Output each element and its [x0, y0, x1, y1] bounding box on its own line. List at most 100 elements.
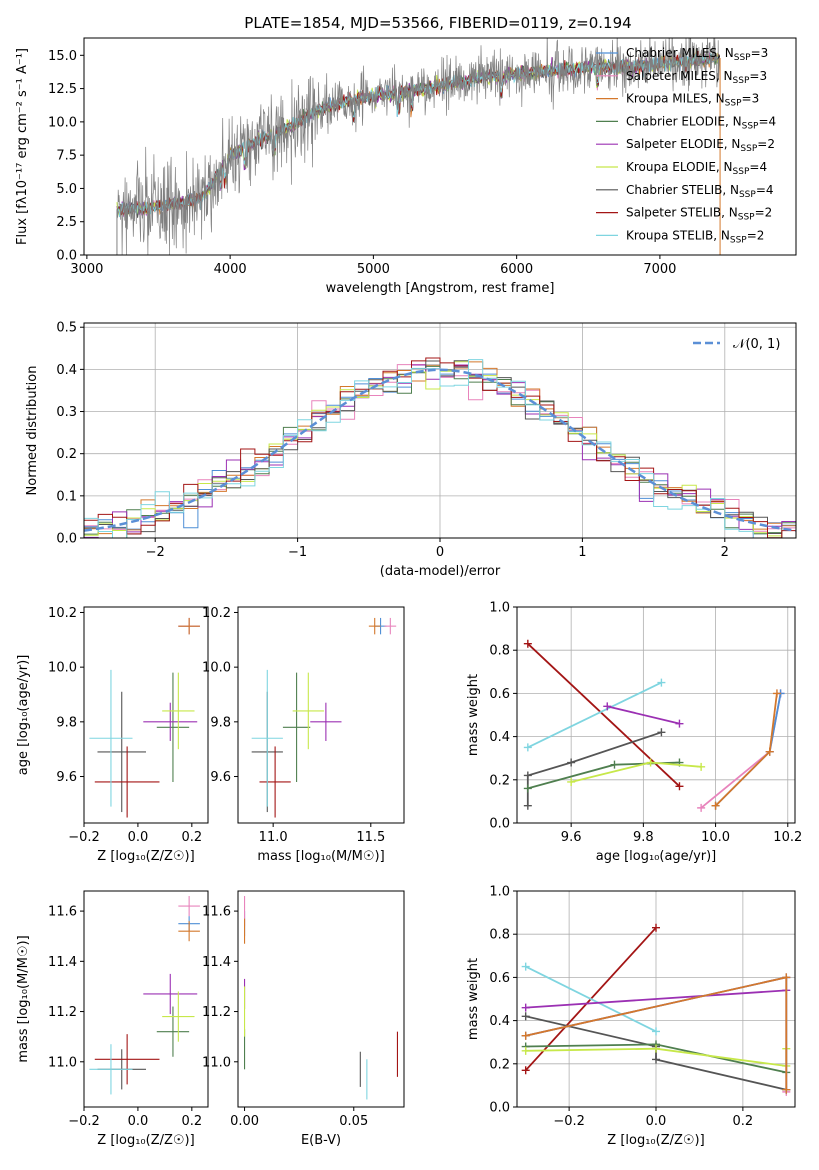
series-marker	[523, 743, 532, 752]
y-tick-label: 7.5	[56, 149, 77, 164]
x-axis-label: wavelength [Angstrom, rest frame]	[326, 281, 555, 296]
errorbar-point	[178, 896, 200, 917]
y-tick-label: 1.0	[489, 601, 510, 616]
y-axis-label: mass [log₁₀(M/M☉)]	[16, 935, 31, 1062]
y-tick-label: 15.0	[48, 49, 77, 64]
mass-Z-axes: −0.2 0.0 0.2 11.0 11.2 11.4 11.6 Z [log₁₀(Z/Z☉)…	[16, 905, 202, 1148]
series-marker	[657, 728, 666, 737]
age-mass-axes: 11.0 11.5 9.6 9.8 10.0 10.2 mass [log₁₀(M/M☉)]	[202, 606, 385, 864]
series-marker	[523, 639, 532, 648]
series-marker	[772, 689, 781, 698]
errorbar-point	[143, 973, 198, 1015]
x-tick-label: 5000	[357, 262, 390, 277]
errorbar-point	[259, 746, 291, 818]
legend-entry: Chabrier STELIB, NSSP=4	[626, 183, 774, 200]
mass-ebv-frame	[237, 890, 405, 1108]
x-tick-label: 0.0	[128, 1114, 149, 1129]
x-tick-label: 11.0	[259, 830, 288, 845]
series-marker	[652, 923, 660, 932]
y-tick-label: 0.2	[489, 1057, 510, 1072]
series-line	[570, 761, 702, 783]
spectrum-legend: Chabrier MILES, NSSP=3 Salpeter MILES, NS…	[596, 46, 776, 245]
x-tick-label: 2	[721, 545, 729, 560]
x-tick-label: 1	[578, 545, 586, 560]
x-tick-label: 0.0	[128, 830, 149, 845]
series-marker	[523, 801, 532, 810]
y-tick-label: 11.2	[48, 1005, 77, 1020]
errorbar-point	[310, 702, 342, 741]
y-tick-label: 9.8	[210, 715, 231, 730]
series-line	[527, 761, 680, 790]
x-axis-label: mass [log₁₀(M/M☉)]	[257, 849, 384, 864]
age-Z-frame	[83, 606, 209, 824]
mass-Z-frame	[83, 890, 209, 1108]
series-marker	[521, 1046, 530, 1055]
y-tick-label: 0.4	[489, 1014, 510, 1029]
y-tick-label: 0.0	[489, 817, 510, 832]
y-tick-label: 10.0	[48, 115, 77, 130]
legend-entry: Chabrier MILES, NSSP=3	[626, 46, 768, 63]
y-tick-label: 11.0	[48, 1055, 77, 1070]
errorbar-point	[178, 617, 200, 635]
errorbar-point	[156, 672, 190, 782]
spectrum-frame	[83, 37, 797, 256]
y-axis-label: mass weight	[466, 958, 481, 1040]
errorbar-point	[97, 691, 146, 813]
legend-entry: Salpeter MILES, NSSP=3	[626, 69, 767, 86]
residuals-frame	[83, 322, 797, 539]
x-tick-label: 0.00	[230, 1114, 259, 1129]
gaussian-legend-label: 𝒩(0, 1)	[733, 337, 780, 352]
series-marker	[652, 1027, 660, 1036]
y-tick-label: 0.4	[56, 363, 77, 378]
series-line	[525, 989, 787, 1009]
x-tick-label: 0	[436, 545, 444, 560]
errorbar-point	[143, 702, 198, 741]
legend-entry: Kroupa STELIB, NSSP=2	[626, 228, 764, 245]
y-axis-label: Normed distribution	[25, 366, 40, 496]
y-tick-label: 11.6	[48, 905, 77, 920]
weight-series	[567, 758, 706, 786]
x-tick-label: 7000	[643, 262, 676, 277]
observed-spectrum-line	[116, 38, 721, 255]
x-tick-label: 0.0	[646, 1114, 667, 1129]
chart-panels: 3000 4000 5000 6000 70000.02.55.07.510.012.5…	[15, 37, 802, 1148]
errorbar-point	[292, 672, 324, 750]
y-tick-label: 0.6	[489, 971, 510, 986]
weight-series	[521, 973, 791, 1094]
x-axis-label: age [log₁₀(age/yr)]	[596, 849, 717, 864]
errorbar-point	[162, 991, 195, 1042]
series-marker	[697, 762, 706, 771]
mass-ebv-axes: 0.00 0.05 11.0 11.2 11.4 11.6 E(B-V)	[202, 905, 368, 1148]
y-tick-label: 11.4	[202, 955, 231, 970]
y-tick-label: 11.4	[48, 955, 77, 970]
y-tick-label: 0.5	[56, 321, 77, 336]
errorbar-point	[282, 672, 311, 782]
series-marker	[521, 1012, 530, 1021]
series-marker	[782, 1085, 791, 1094]
y-tick-label: 0.8	[489, 928, 510, 943]
weight-age-frame	[516, 606, 796, 824]
weight-series	[521, 1012, 791, 1094]
y-tick-label: 0.2	[56, 447, 77, 462]
weight-series	[523, 678, 666, 752]
series-marker	[675, 782, 684, 791]
y-tick-label: 9.6	[210, 770, 231, 785]
y-tick-label: 10.2	[202, 606, 231, 621]
legend-entry: Salpeter STELIB, NSSP=2	[626, 206, 772, 223]
series-marker	[765, 747, 774, 756]
y-tick-label: 10.0	[48, 661, 77, 676]
weight-series	[697, 689, 785, 812]
weight-series	[711, 689, 781, 810]
x-axis-label: (data-model)/error	[380, 564, 501, 579]
y-tick-label: 9.8	[56, 715, 77, 730]
series-marker	[523, 771, 532, 780]
weight-series	[711, 689, 785, 810]
errorbar-point	[384, 617, 397, 635]
y-tick-label: 10.2	[48, 606, 77, 621]
errorbar-point	[368, 617, 381, 635]
series-line	[527, 681, 662, 749]
legend-entry: Kroupa ELODIE, NSSP=4	[626, 160, 767, 177]
y-tick-label: 10.0	[202, 661, 231, 676]
weight-age-axes: 9.6 9.8 10.0 10.2 0.0 0.2 0.4 0.6 0.8 1.0 age [log…	[466, 601, 802, 865]
